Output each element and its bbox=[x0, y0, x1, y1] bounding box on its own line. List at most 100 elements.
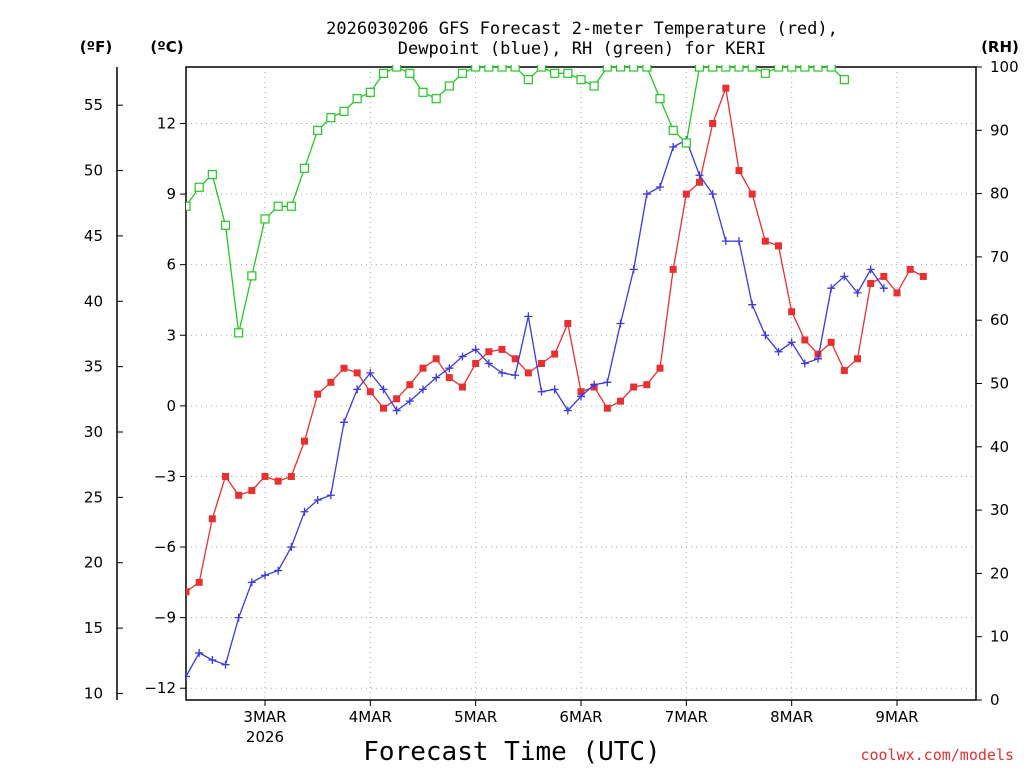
temperature-point bbox=[485, 348, 493, 356]
plot-area bbox=[186, 65, 927, 681]
axes bbox=[116, 66, 982, 706]
temperature-point bbox=[564, 319, 572, 327]
rh-point bbox=[365, 87, 375, 97]
rh-point bbox=[694, 65, 705, 72]
temperature-point bbox=[419, 364, 427, 372]
celsius-tick-label: −12 bbox=[144, 679, 176, 697]
temperature-point bbox=[761, 237, 769, 245]
dewpoint-point bbox=[261, 571, 269, 580]
rh-point bbox=[378, 68, 389, 78]
temperature-point bbox=[867, 279, 875, 287]
temperature-point bbox=[656, 364, 664, 372]
dewpoint-point bbox=[524, 312, 533, 321]
dewpoint-point bbox=[340, 418, 348, 427]
fahrenheit-tick-label: 35 bbox=[84, 358, 103, 376]
dewpoint-point bbox=[774, 347, 783, 356]
dewpoint-point bbox=[748, 300, 757, 309]
unit-rh-label: (RH) bbox=[981, 38, 1019, 56]
temperature-point bbox=[840, 367, 848, 375]
temperature-point bbox=[222, 472, 229, 480]
rh-tick-label: 60 bbox=[990, 311, 1009, 329]
dewpoint-point bbox=[379, 385, 388, 394]
rh-point bbox=[247, 271, 257, 281]
dewpoint-point bbox=[708, 190, 717, 199]
temperature-point bbox=[919, 272, 927, 280]
rh-point bbox=[642, 65, 652, 72]
temperature-point bbox=[577, 388, 585, 396]
rh-point bbox=[207, 170, 217, 180]
dewpoint-point bbox=[366, 368, 375, 377]
dewpoint-point bbox=[761, 331, 770, 340]
dewpoint-point bbox=[603, 378, 612, 387]
rh-point bbox=[734, 65, 744, 72]
temperature-point bbox=[669, 265, 677, 273]
rh-point bbox=[194, 182, 204, 192]
temperature-point bbox=[235, 491, 243, 499]
rh-tick-label: 0 bbox=[990, 691, 1000, 709]
dewpoint-point bbox=[186, 672, 190, 681]
temperature-point bbox=[893, 289, 901, 297]
dewpoint-point bbox=[208, 655, 217, 664]
chart-title-line2: Dewpoint (blue), RH (green) for KERI bbox=[398, 39, 766, 59]
dewpoint-point bbox=[484, 359, 493, 368]
temperature-point bbox=[827, 338, 835, 346]
x-tick-label: 5MAR bbox=[454, 708, 497, 726]
dewpoint-point bbox=[274, 566, 283, 575]
rh-tick-label: 80 bbox=[990, 185, 1009, 203]
rh-point bbox=[721, 65, 731, 72]
rh-point bbox=[839, 75, 849, 85]
celsius-tick-label: −3 bbox=[154, 467, 176, 485]
rh-point bbox=[602, 65, 612, 72]
rh-point bbox=[273, 201, 283, 211]
dewpoint-point bbox=[405, 397, 414, 406]
temperature-point bbox=[801, 336, 809, 344]
dewpoint-point bbox=[787, 338, 796, 347]
rh-point bbox=[220, 220, 231, 230]
rh-point bbox=[760, 68, 770, 78]
rh-point bbox=[523, 75, 533, 85]
temperature-point bbox=[287, 472, 295, 480]
rh-point bbox=[339, 106, 349, 116]
fahrenheit-tick-label: 30 bbox=[84, 423, 103, 441]
series-group bbox=[186, 65, 927, 681]
dewpoint-point bbox=[814, 354, 822, 363]
rh-tick-label: 50 bbox=[990, 375, 1009, 393]
dewpoint-point bbox=[669, 143, 678, 152]
dewpoint-point bbox=[563, 406, 572, 415]
temperature-point bbox=[432, 355, 440, 363]
unit-fahrenheit-label: (ºF) bbox=[80, 38, 112, 56]
temperature-point bbox=[314, 390, 322, 398]
rh-point bbox=[655, 94, 665, 104]
dewpoint-point bbox=[537, 387, 546, 396]
dewpoint-point bbox=[432, 373, 441, 382]
temperature-point bbox=[854, 355, 861, 363]
rh-point bbox=[497, 65, 507, 72]
temperature-point bbox=[248, 487, 256, 495]
dewpoint-point bbox=[419, 385, 427, 394]
temperature-point bbox=[340, 364, 348, 372]
fahrenheit-tick-label: 50 bbox=[84, 162, 103, 180]
dewpoint-point bbox=[234, 613, 243, 622]
fahrenheit-tick-label: 45 bbox=[84, 227, 103, 245]
fahrenheit-tick-label: 20 bbox=[84, 554, 103, 572]
rh-tick-label: 30 bbox=[990, 501, 1009, 519]
temperature-point bbox=[472, 359, 480, 367]
temperature-point bbox=[788, 308, 796, 316]
rh-point bbox=[392, 65, 402, 72]
dewpoint-point bbox=[866, 265, 875, 274]
rh-point bbox=[576, 75, 586, 85]
temperature-point bbox=[511, 355, 519, 363]
temperature-point bbox=[327, 378, 335, 386]
rh-point bbox=[813, 65, 823, 72]
rh-point bbox=[681, 138, 691, 148]
temperature-point bbox=[775, 242, 782, 250]
dewpoint-point bbox=[550, 385, 559, 394]
temperature-point bbox=[551, 350, 559, 358]
temperature-point bbox=[814, 350, 822, 358]
rh-point bbox=[536, 65, 547, 72]
dewpoint-point bbox=[511, 371, 520, 380]
rh-point bbox=[471, 65, 481, 72]
dewpoint-point bbox=[879, 284, 888, 293]
rh-point bbox=[352, 94, 362, 104]
